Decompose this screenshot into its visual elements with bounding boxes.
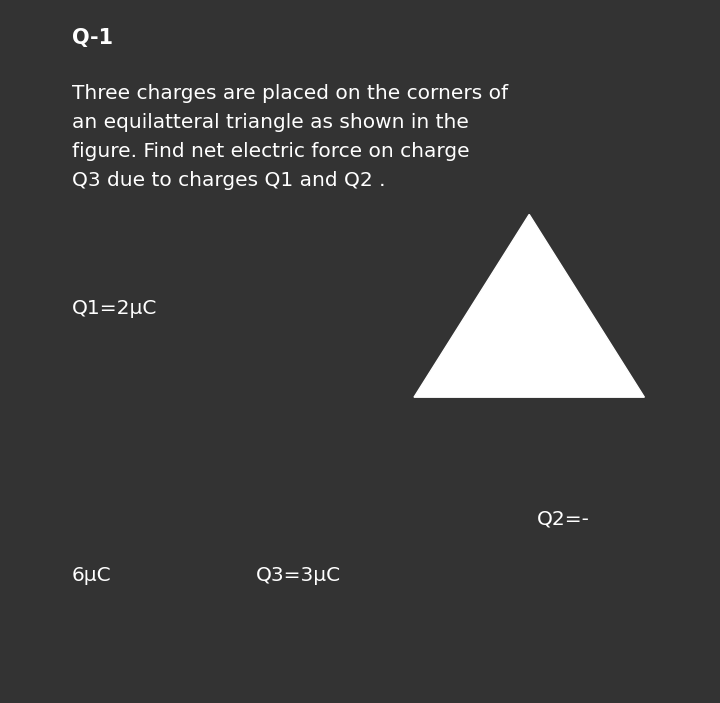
Text: Q3=3μC: Q3=3μC [256,566,341,585]
Text: Q2=-: Q2=- [536,510,589,529]
Text: Q-1: Q-1 [72,28,113,48]
Text: 6μC: 6μC [72,566,112,585]
Text: Q1=2μC: Q1=2μC [72,299,158,318]
Text: Three charges are placed on the corners of
an equilatteral triangle as shown in : Three charges are placed on the corners … [72,84,508,190]
Polygon shape [414,214,644,397]
